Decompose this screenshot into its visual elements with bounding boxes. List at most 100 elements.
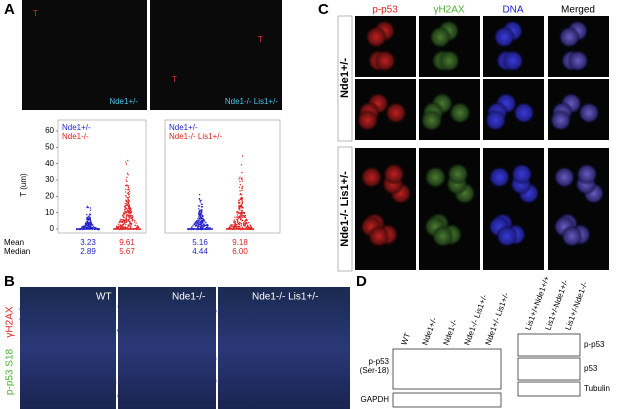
dot	[89, 214, 91, 216]
cell	[549, 109, 572, 132]
dot	[120, 218, 122, 220]
dot	[233, 224, 235, 226]
dot	[126, 213, 128, 216]
dot	[240, 211, 243, 213]
dot	[121, 228, 123, 231]
dot	[200, 214, 202, 216]
dot	[243, 212, 245, 214]
cell	[502, 49, 525, 72]
dot	[89, 207, 92, 209]
dot	[237, 210, 239, 213]
dot	[122, 215, 124, 217]
dot	[197, 219, 199, 222]
dot	[117, 226, 119, 229]
dot	[131, 211, 133, 213]
dot	[240, 178, 243, 180]
cell	[513, 101, 536, 124]
dot	[231, 228, 234, 230]
dot	[128, 210, 130, 212]
dot	[207, 228, 209, 230]
dot	[246, 219, 248, 221]
dot	[86, 213, 88, 216]
dot	[240, 197, 242, 199]
dot	[85, 222, 87, 224]
dot	[239, 180, 241, 183]
dot	[202, 219, 205, 221]
dot	[135, 228, 138, 230]
dot	[239, 202, 241, 204]
dot	[126, 202, 128, 204]
dot	[200, 211, 203, 213]
dot	[123, 226, 125, 228]
dot	[125, 221, 127, 223]
dot	[126, 204, 128, 206]
dot	[91, 224, 93, 226]
dot	[204, 225, 206, 227]
dot	[126, 180, 128, 182]
dot	[127, 192, 129, 194]
dot	[80, 227, 83, 230]
cell	[488, 166, 511, 189]
dot	[240, 193, 242, 195]
dot	[198, 221, 200, 224]
dot	[200, 217, 202, 219]
dot	[243, 222, 245, 224]
dot	[127, 174, 129, 176]
dot	[243, 212, 245, 214]
dot	[188, 228, 190, 231]
dot	[247, 228, 249, 230]
dot	[127, 197, 129, 199]
dot	[236, 211, 238, 213]
mean-value: 9.61	[119, 238, 135, 247]
dot	[241, 185, 244, 187]
dot	[240, 217, 242, 219]
dot	[201, 223, 203, 225]
dot	[202, 217, 204, 219]
dot	[130, 208, 132, 210]
dot	[128, 207, 130, 209]
dot	[239, 190, 241, 192]
dot	[130, 227, 132, 230]
dot	[86, 206, 88, 209]
dot	[85, 224, 87, 226]
dot	[196, 228, 198, 230]
dot	[130, 209, 132, 211]
dot	[240, 218, 242, 220]
dot	[200, 220, 202, 222]
legend-entry: Nde1+/-	[169, 123, 198, 132]
dot	[124, 206, 126, 208]
dot	[201, 224, 203, 227]
dot	[192, 228, 194, 230]
dot	[250, 226, 252, 228]
plot-frame	[57, 119, 147, 234]
dot	[246, 228, 248, 230]
cell	[449, 101, 472, 124]
mean-value: 5.16	[192, 238, 208, 247]
dot	[202, 226, 204, 228]
dot	[128, 225, 130, 227]
dot	[196, 225, 199, 227]
band-label: GAPDH	[361, 395, 390, 404]
dot	[205, 222, 207, 224]
dot	[234, 222, 236, 224]
dot	[89, 224, 92, 226]
dot	[234, 226, 236, 229]
dot	[227, 227, 229, 230]
dot	[117, 223, 120, 225]
dot	[127, 201, 129, 204]
dot	[198, 208, 200, 210]
dot	[200, 221, 203, 223]
comet-image	[22, 0, 147, 110]
dot	[201, 209, 203, 211]
dot	[79, 228, 81, 230]
dot	[83, 225, 85, 227]
dot	[137, 225, 139, 228]
cell	[560, 225, 583, 248]
dot	[206, 228, 208, 231]
dot	[195, 222, 197, 224]
dot	[94, 226, 96, 229]
dot	[125, 217, 127, 219]
dot	[197, 227, 199, 230]
dot	[241, 206, 243, 208]
dot	[134, 219, 136, 222]
